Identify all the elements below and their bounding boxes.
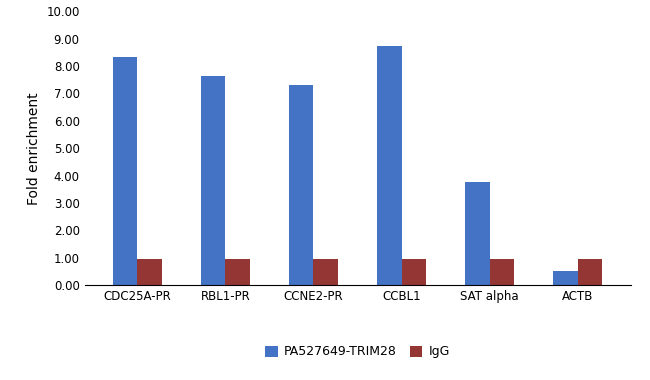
Legend: PA527649-TRIM28, IgG: PA527649-TRIM28, IgG — [261, 340, 454, 364]
Bar — [137, 259, 162, 285]
Bar — [289, 85, 313, 285]
Y-axis label: Fold enrichment: Fold enrichment — [27, 92, 41, 204]
Bar — [553, 271, 578, 285]
Bar — [201, 76, 226, 285]
Bar — [226, 259, 250, 285]
Bar — [112, 57, 137, 285]
Bar — [377, 46, 402, 285]
Bar — [465, 182, 489, 285]
Bar — [489, 259, 514, 285]
Bar — [313, 259, 338, 285]
Bar — [402, 259, 426, 285]
Bar — [578, 259, 603, 285]
